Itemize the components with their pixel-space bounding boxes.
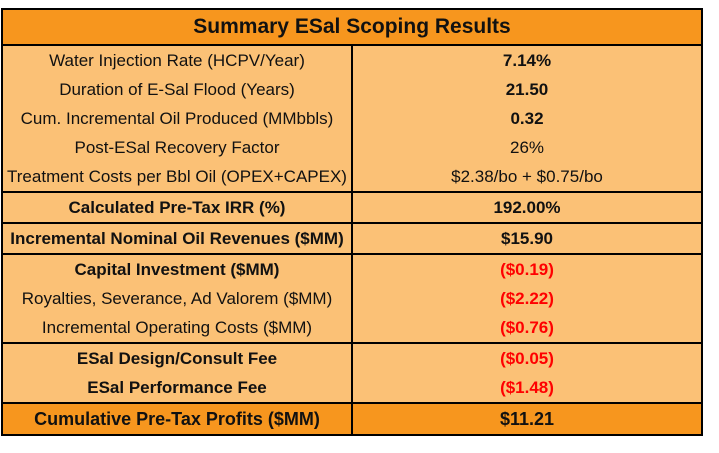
summary-table: Summary ESal Scoping Results Water Injec… — [1, 8, 703, 436]
row-value: $11.21 — [351, 402, 703, 436]
row-label: Cumulative Pre-Tax Profits ($MM) — [1, 402, 353, 436]
capital-investment-row: Capital Investment ($MM) ($0.19) — [1, 253, 703, 284]
row-value: 192.00% — [351, 191, 703, 223]
row-value: $2.38/bo + $0.75/bo — [351, 162, 703, 192]
row-label: Capital Investment ($MM) — [1, 253, 353, 284]
row-value: 26% — [351, 133, 703, 162]
row-value: $15.90 — [351, 222, 703, 254]
table-row: Treatment Costs per Bbl Oil (OPEX+CAPEX)… — [1, 162, 703, 192]
row-label: Treatment Costs per Bbl Oil (OPEX+CAPEX) — [1, 162, 353, 192]
row-value: 7.14% — [351, 45, 703, 75]
table-title-row: Summary ESal Scoping Results — [1, 8, 703, 46]
table-row: Cum. Incremental Oil Produced (MMbbls) 0… — [1, 104, 703, 133]
row-label: Incremental Nominal Oil Revenues ($MM) — [1, 222, 353, 254]
row-label: ESal Design/Consult Fee — [1, 342, 353, 373]
performance-fee-row: ESal Performance Fee ($1.48) — [1, 373, 703, 403]
row-label: Post-ESal Recovery Factor — [1, 133, 353, 162]
table-title: Summary ESal Scoping Results — [1, 8, 703, 46]
row-label: Royalties, Severance, Ad Valorem ($MM) — [1, 284, 353, 313]
row-label: Duration of E-Sal Flood (Years) — [1, 75, 353, 104]
design-fee-row: ESal Design/Consult Fee ($0.05) — [1, 342, 703, 373]
cumulative-profits-row: Cumulative Pre-Tax Profits ($MM) $11.21 — [1, 402, 703, 436]
table-row: Duration of E-Sal Flood (Years) 21.50 — [1, 75, 703, 104]
row-value: ($1.48) — [351, 373, 703, 403]
row-label: Calculated Pre-Tax IRR (%) — [1, 191, 353, 223]
row-label: Water Injection Rate (HCPV/Year) — [1, 45, 353, 75]
row-value: ($0.19) — [351, 253, 703, 284]
row-value: ($0.76) — [351, 313, 703, 343]
revenues-row: Incremental Nominal Oil Revenues ($MM) $… — [1, 222, 703, 254]
row-value: ($2.22) — [351, 284, 703, 313]
row-label: Incremental Operating Costs ($MM) — [1, 313, 353, 343]
row-value: 0.32 — [351, 104, 703, 133]
irr-row: Calculated Pre-Tax IRR (%) 192.00% — [1, 191, 703, 223]
row-value: ($0.05) — [351, 342, 703, 373]
table-row: Water Injection Rate (HCPV/Year) 7.14% — [1, 45, 703, 75]
table-row: Incremental Operating Costs ($MM) ($0.76… — [1, 313, 703, 343]
table-row: Post-ESal Recovery Factor 26% — [1, 133, 703, 162]
table-row: Royalties, Severance, Ad Valorem ($MM) (… — [1, 284, 703, 313]
row-label: ESal Performance Fee — [1, 373, 353, 403]
row-label: Cum. Incremental Oil Produced (MMbbls) — [1, 104, 353, 133]
row-value: 21.50 — [351, 75, 703, 104]
